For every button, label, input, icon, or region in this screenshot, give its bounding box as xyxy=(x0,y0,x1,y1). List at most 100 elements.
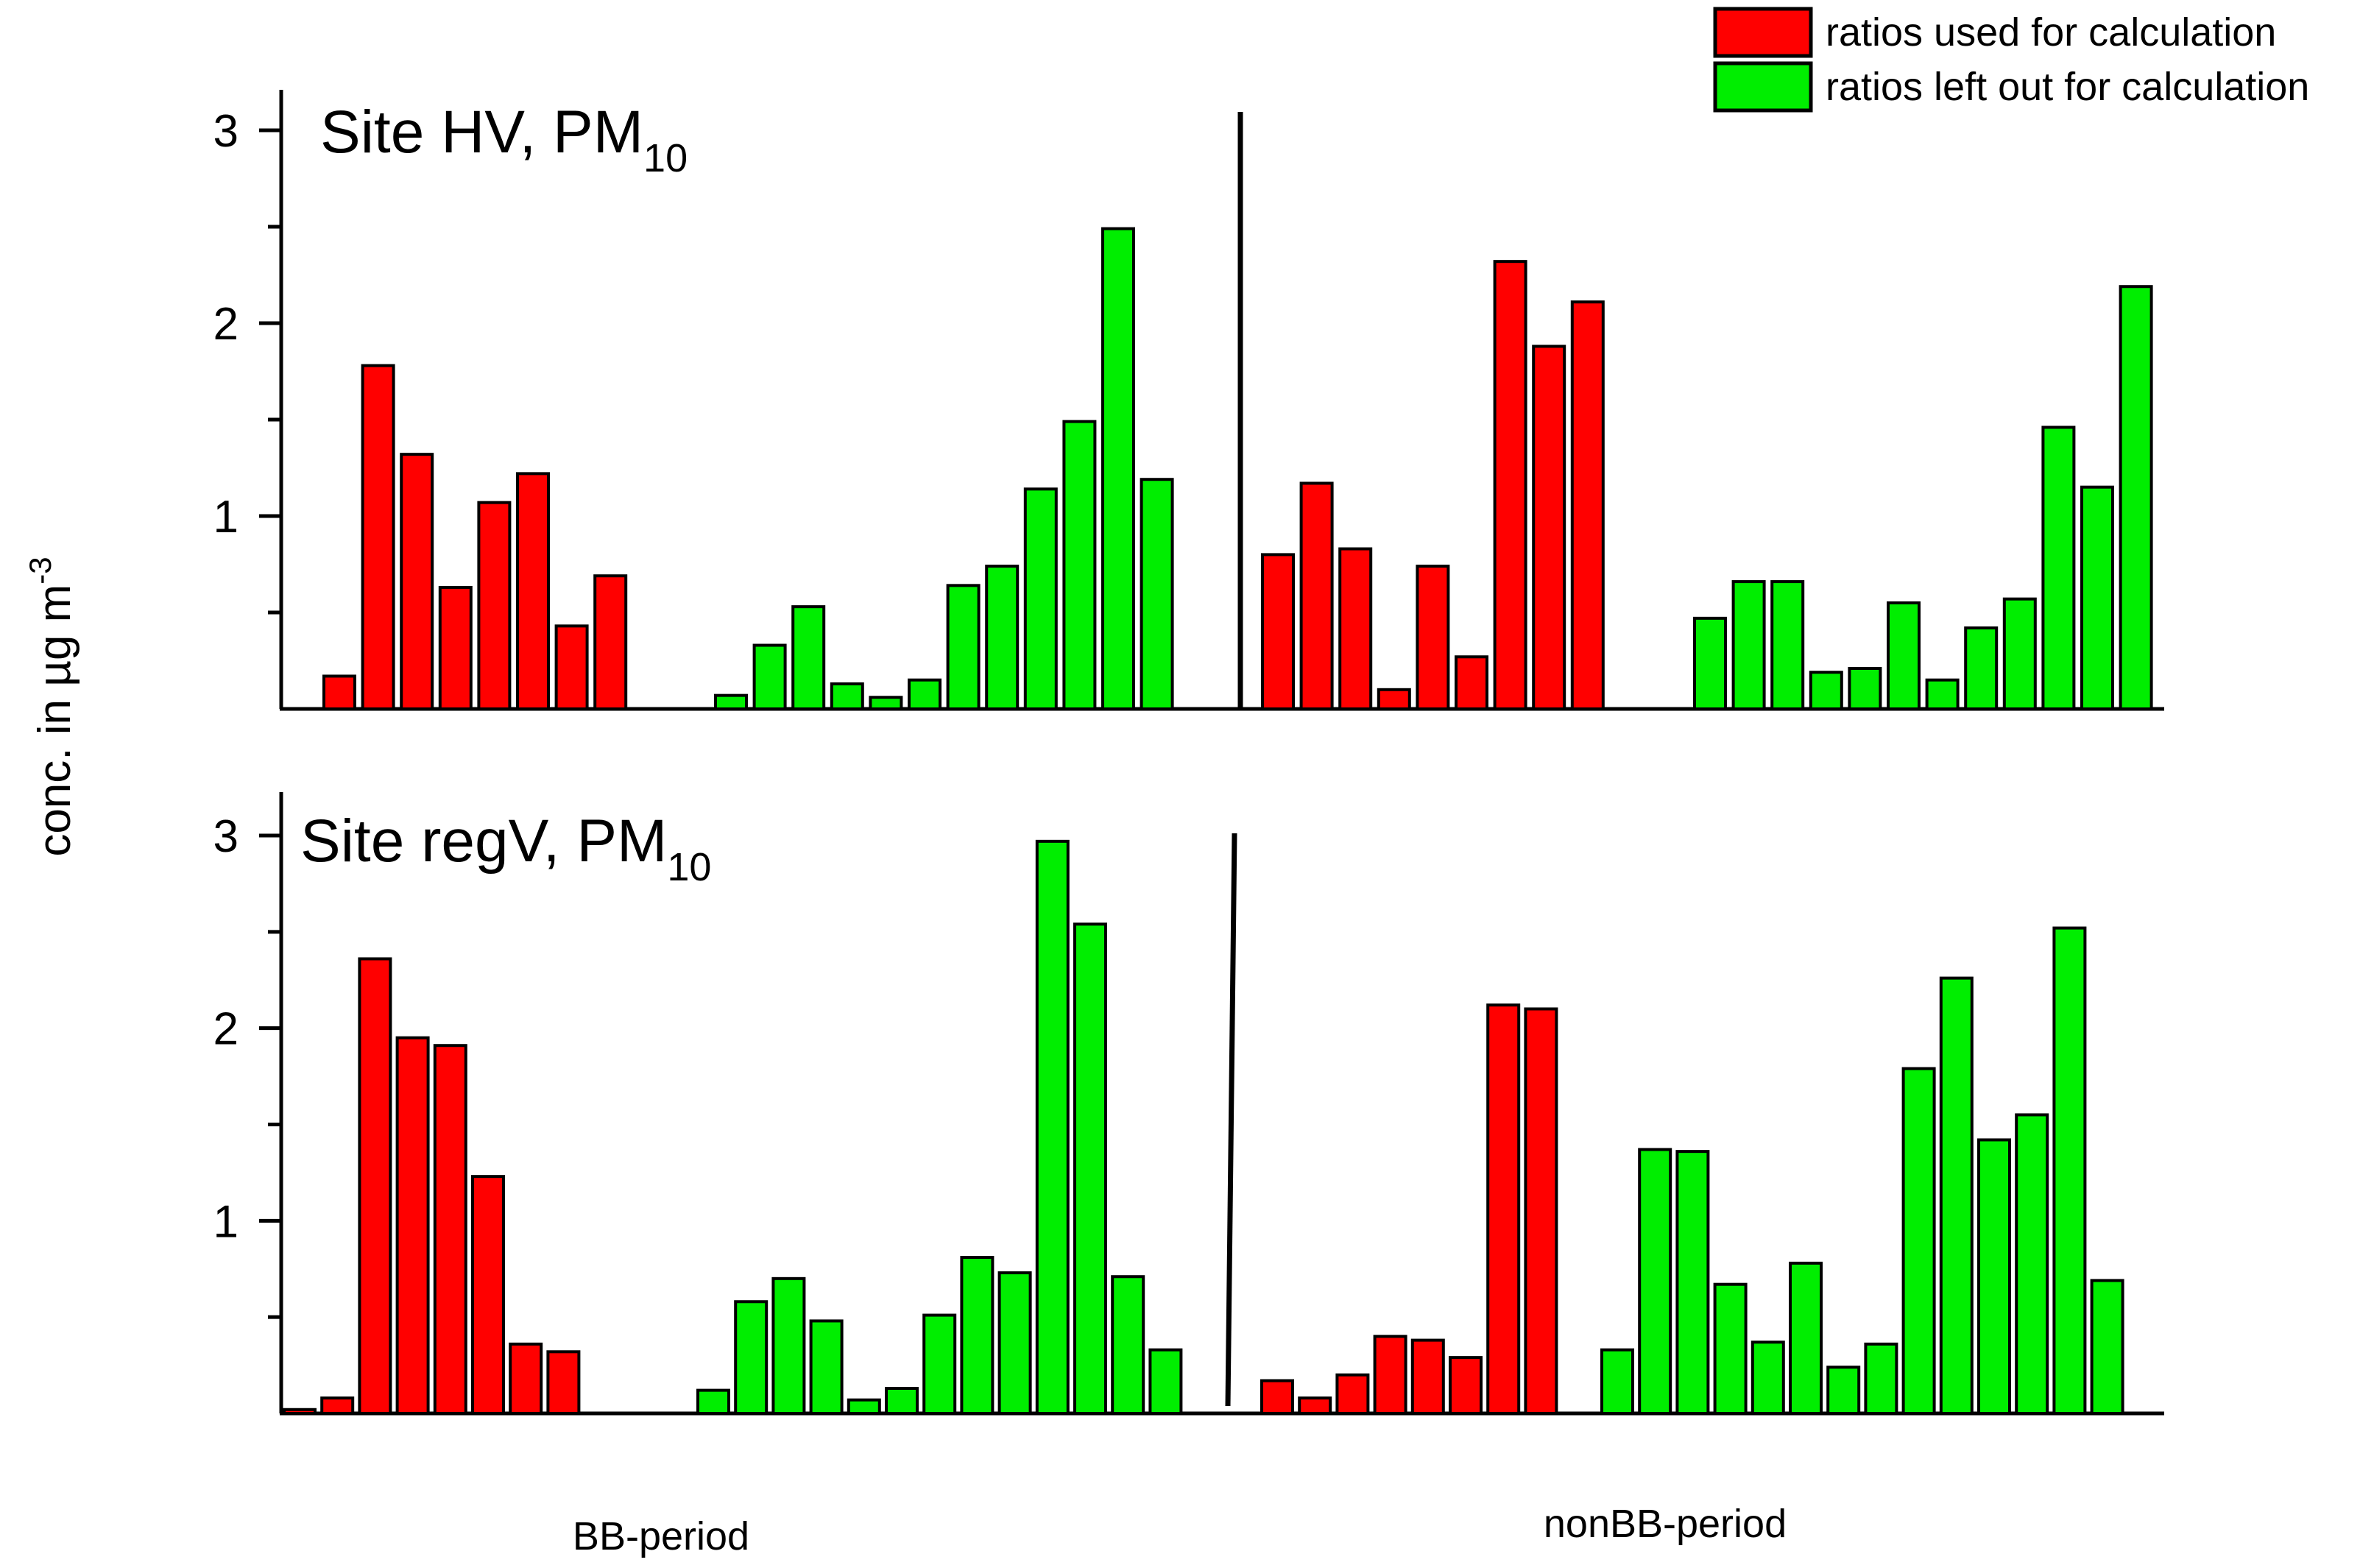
bar-used-5 xyxy=(433,1044,467,1415)
bar-left_out-1 xyxy=(714,693,748,710)
bar-used-7 xyxy=(1493,260,1527,711)
bar-used-3 xyxy=(1338,547,1373,710)
bar-left_out-11 xyxy=(1073,922,1107,1416)
bar-used-6 xyxy=(516,472,550,710)
y-ticks: 1 2 3 xyxy=(213,106,281,615)
bar-left_out-13 xyxy=(2052,926,2087,1415)
bar-used-4 xyxy=(438,585,473,710)
bar-used-5 xyxy=(477,501,512,710)
legend-swatch-left-out xyxy=(1713,61,1813,113)
bars xyxy=(283,839,2124,1416)
bar-used-3 xyxy=(400,453,434,710)
y-axis-label: conc. in µg m-3 xyxy=(23,557,80,856)
bar-used-7 xyxy=(509,1342,543,1416)
bar-left_out-6 xyxy=(1887,601,1921,711)
y-tick-label: 3 xyxy=(213,106,239,157)
bar-used-1 xyxy=(1260,1379,1294,1416)
bar-used-8 xyxy=(593,574,628,710)
bar-left_out-10 xyxy=(1939,976,1974,1415)
bar-used-5 xyxy=(1416,565,1450,710)
bar-left_out-13 xyxy=(1148,1348,1183,1416)
bar-left_out-5 xyxy=(847,1398,881,1416)
bar-used-6 xyxy=(1455,655,1488,711)
panel-title: Site regV, PM10 xyxy=(300,808,711,889)
bar-left_out-3 xyxy=(771,1276,806,1416)
period-label-nonbb: nonBB-period xyxy=(1544,1502,1787,1546)
legend-label-used: ratios used for calculation xyxy=(1826,10,2276,54)
bar-used-7 xyxy=(554,624,589,711)
bar-left_out-4 xyxy=(1809,671,1843,710)
bar-left_out-7 xyxy=(1925,678,1960,711)
bar-used-1 xyxy=(322,674,356,711)
bar-left_out-9 xyxy=(997,1271,1032,1415)
bar-left_out-6 xyxy=(885,1386,919,1415)
bar-left_out-6 xyxy=(1789,1261,1823,1416)
bar-left_out-2 xyxy=(1731,580,1766,711)
bar-used-1 xyxy=(283,1408,317,1416)
bar-left_out-2 xyxy=(752,643,787,710)
bar-left_out-5 xyxy=(1848,666,1882,710)
bar-left_out-3 xyxy=(1675,1150,1710,1415)
y-tick-label: 1 xyxy=(213,1196,239,1247)
bar-used-4 xyxy=(1373,1335,1407,1416)
bar-used-6 xyxy=(1449,1356,1483,1416)
bar-used-9 xyxy=(1570,300,1605,710)
bar-used-4 xyxy=(395,1036,430,1415)
legend-label-left-out: ratios left out for calculation xyxy=(1826,65,2309,109)
y-tick-label: 2 xyxy=(213,299,239,350)
bar-used-1 xyxy=(1261,553,1295,711)
bars xyxy=(322,227,2153,711)
bar-left_out-11 xyxy=(2080,485,2114,710)
bar-left_out-3 xyxy=(1770,580,1805,711)
bar-left_out-9 xyxy=(1901,1067,1936,1416)
period-divider xyxy=(1225,833,1237,1407)
bar-used-8 xyxy=(1532,345,1566,710)
bar-left_out-12 xyxy=(2015,1113,2049,1415)
legend-swatch-used xyxy=(1713,7,1813,58)
bar-used-7 xyxy=(1486,1003,1521,1416)
bar-used-4 xyxy=(1377,688,1411,710)
panel-site-hv: Site HV, PM10 1 2 3 xyxy=(213,90,2164,711)
bar-used-2 xyxy=(320,1396,355,1415)
y-ticks: 1 2 3 xyxy=(213,811,281,1319)
bar-used-2 xyxy=(1298,1396,1332,1415)
bar-used-3 xyxy=(358,957,392,1415)
bar-left_out-4 xyxy=(809,1319,844,1416)
bar-used-5 xyxy=(1410,1338,1445,1415)
legend: ratios used for calculation ratios left … xyxy=(1713,7,2309,113)
bar-left_out-5 xyxy=(1751,1341,1785,1416)
y-tick-label: 2 xyxy=(213,1004,239,1055)
bar-left_out-2 xyxy=(1638,1148,1672,1416)
bar-left_out-12 xyxy=(2119,285,2153,711)
bar-used-8 xyxy=(1524,1007,1558,1415)
y-tick-label: 3 xyxy=(213,811,239,862)
bar-left_out-7 xyxy=(922,1313,957,1416)
bar-left_out-11 xyxy=(1101,227,1135,710)
panel-title: Site HV, PM10 xyxy=(320,99,688,180)
bar-left_out-8 xyxy=(1864,1342,1898,1416)
bar-left_out-9 xyxy=(1023,487,1058,710)
bar-left_out-5 xyxy=(869,696,903,711)
bar-used-2 xyxy=(1299,481,1334,711)
bar-used-2 xyxy=(361,364,395,710)
bar-left_out-12 xyxy=(1111,1275,1145,1416)
period-label-bb: BB-period xyxy=(573,1514,749,1558)
bar-left_out-10 xyxy=(1035,839,1070,1415)
bar-left_out-12 xyxy=(1140,478,1174,710)
bar-left_out-7 xyxy=(946,584,981,710)
bar-left_out-1 xyxy=(1600,1348,1634,1416)
bar-left_out-14 xyxy=(2090,1279,2124,1415)
bar-left_out-1 xyxy=(696,1388,730,1415)
bar-left_out-4 xyxy=(1713,1282,1748,1416)
bar-left_out-8 xyxy=(985,565,1020,710)
panel-site-regv: Site regV, PM10 1 2 3 xyxy=(213,792,2164,1416)
bar-left_out-11 xyxy=(1977,1138,2011,1416)
bar-left_out-10 xyxy=(2041,425,2076,710)
bar-used-8 xyxy=(546,1350,581,1416)
bar-used-6 xyxy=(471,1175,505,1416)
bar-left_out-3 xyxy=(791,605,826,711)
bar-left_out-6 xyxy=(908,678,942,711)
bar-left_out-7 xyxy=(1826,1366,1861,1415)
bar-left_out-9 xyxy=(2002,597,2037,710)
